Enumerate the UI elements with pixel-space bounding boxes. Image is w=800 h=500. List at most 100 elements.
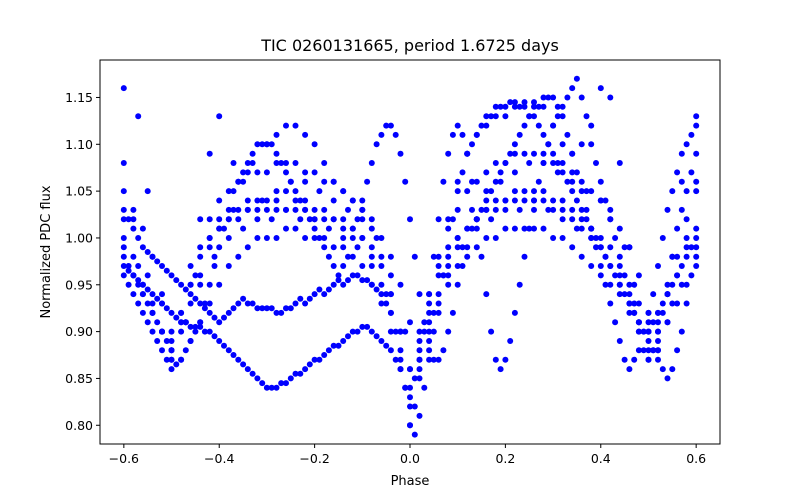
data-point: [149, 253, 156, 260]
data-point: [693, 113, 700, 120]
data-point: [230, 188, 237, 195]
data-point: [559, 160, 566, 166]
data-point: [502, 103, 509, 110]
data-point: [321, 235, 328, 241]
data-point: [335, 342, 342, 349]
data-point: [449, 216, 456, 223]
data-point: [268, 141, 275, 148]
data-point: [130, 253, 137, 260]
data-point: [669, 253, 676, 260]
data-point: [554, 103, 561, 110]
data-point: [230, 206, 237, 213]
data-point: [559, 103, 566, 110]
data-point: [445, 244, 452, 251]
data-point: [616, 225, 623, 232]
data-point: [426, 356, 433, 363]
data-point: [445, 253, 452, 260]
data-point: [330, 197, 337, 204]
data-point: [125, 267, 132, 274]
data-point: [464, 244, 471, 251]
data-point: [244, 206, 251, 213]
data-point: [621, 272, 628, 279]
data-point: [178, 309, 185, 316]
data-point: [235, 178, 242, 185]
data-point: [263, 235, 270, 241]
y-tick-label: 0.90: [65, 324, 93, 339]
data-point: [607, 216, 614, 223]
data-point: [230, 352, 237, 358]
data-point: [416, 412, 423, 419]
data-point: [340, 235, 347, 241]
data-point: [154, 258, 161, 265]
data-point: [411, 375, 418, 382]
data-point: [302, 206, 309, 213]
data-point: [559, 141, 566, 148]
data-point: [311, 235, 318, 241]
data-point: [182, 286, 189, 293]
data-point: [259, 380, 266, 387]
data-point: [263, 384, 270, 391]
data-point: [216, 113, 223, 120]
data-point: [311, 216, 318, 223]
data-point: [578, 216, 585, 223]
data-point: [368, 225, 375, 232]
data-point: [383, 300, 390, 307]
data-point: [488, 216, 495, 223]
data-point: [283, 122, 289, 129]
data-point: [240, 169, 247, 176]
data-point: [593, 235, 599, 241]
data-point: [349, 225, 356, 232]
data-point: [669, 188, 676, 195]
data-point: [197, 253, 204, 260]
data-point: [182, 319, 189, 326]
data-point: [235, 206, 242, 213]
data-point: [454, 188, 461, 195]
data-point: [120, 235, 127, 241]
data-point: [273, 309, 280, 316]
data-point: [230, 305, 237, 312]
data-point: [159, 347, 165, 354]
data-point: [631, 300, 638, 307]
data-point: [306, 361, 313, 368]
data-point: [345, 253, 351, 260]
data-point: [597, 244, 604, 251]
data-point: [364, 323, 371, 330]
data-point: [387, 253, 394, 260]
data-point: [640, 347, 647, 354]
data-point: [588, 188, 595, 195]
data-point: [564, 178, 571, 185]
data-point: [244, 197, 251, 204]
data-point: [502, 356, 509, 363]
data-point: [206, 309, 213, 316]
data-point: [340, 188, 347, 195]
data-point: [545, 141, 552, 148]
data-point: [387, 272, 394, 279]
data-point: [511, 99, 518, 106]
data-point: [378, 291, 385, 298]
data-point: [340, 281, 347, 288]
data-point: [440, 347, 447, 354]
data-point: [354, 272, 361, 279]
y-tick-label: 1.05: [65, 184, 93, 199]
x-tick-label: −0.6: [109, 451, 139, 466]
data-point: [402, 384, 409, 391]
data-point: [206, 216, 213, 223]
data-point: [674, 300, 681, 307]
data-point: [297, 197, 304, 204]
data-point: [602, 253, 609, 260]
data-point: [311, 141, 318, 148]
data-point: [602, 281, 609, 288]
data-point: [507, 150, 514, 157]
data-point: [569, 169, 576, 176]
data-point: [311, 225, 318, 232]
data-point: [364, 178, 371, 185]
data-point: [488, 328, 495, 335]
data-point: [197, 319, 204, 326]
y-tick-label: 1.00: [65, 230, 93, 245]
data-point: [459, 244, 466, 251]
data-point: [216, 216, 223, 223]
data-point: [378, 253, 385, 260]
data-point: [302, 169, 309, 176]
data-point: [330, 263, 337, 269]
data-point: [550, 235, 557, 241]
